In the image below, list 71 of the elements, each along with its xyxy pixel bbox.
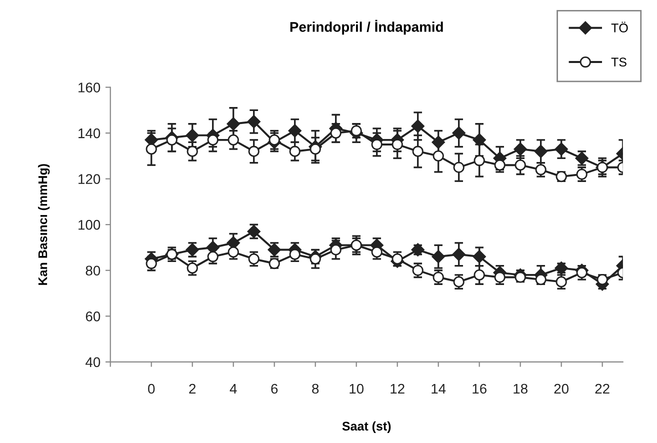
point: [472, 133, 486, 146]
point: [392, 253, 403, 264]
point: [289, 146, 300, 157]
x-tick-label: 16: [472, 384, 486, 394]
x-tick-label: 0: [148, 384, 155, 394]
point: [514, 160, 526, 171]
point: [453, 276, 464, 288]
x-tick-label: 10: [350, 384, 364, 394]
x-tick-label: 8: [312, 384, 319, 394]
point: [596, 274, 608, 286]
point: [534, 144, 548, 158]
point: [207, 251, 218, 262]
point: [186, 128, 199, 142]
y-tick-label: 60: [86, 311, 100, 322]
legend-label: TÖ: [611, 22, 628, 32]
point: [392, 138, 403, 150]
point: [166, 134, 178, 146]
point: [412, 264, 424, 276]
point: [452, 248, 466, 261]
point: [472, 250, 486, 264]
point: [411, 120, 424, 133]
y-tick-label: 160: [78, 82, 100, 92]
y-tick-label: 80: [86, 266, 100, 276]
point: [432, 136, 445, 149]
point: [247, 115, 260, 128]
point: [310, 253, 321, 264]
point: [474, 154, 485, 166]
point: [412, 146, 424, 157]
point: [186, 262, 198, 274]
point: [288, 124, 302, 138]
point: [310, 144, 321, 155]
x-tick-label: 6: [271, 384, 278, 394]
x-tick-label: 22: [595, 384, 610, 394]
point: [207, 134, 218, 146]
point: [248, 146, 260, 157]
point: [186, 146, 198, 157]
legend-label: TS: [611, 58, 626, 67]
point: [228, 246, 239, 258]
y-tick-label: 120: [78, 174, 100, 184]
point: [432, 250, 445, 264]
x-tick-label: 12: [390, 384, 404, 394]
y-axis-title: Kan Basıncı (mmHg): [38, 164, 50, 285]
point: [432, 150, 444, 162]
point: [371, 246, 382, 258]
point: [453, 162, 464, 173]
x-tick-label: 20: [554, 384, 569, 394]
point: [474, 269, 485, 281]
point: [289, 248, 300, 260]
point: [514, 142, 527, 156]
point: [226, 236, 240, 250]
point: [144, 133, 158, 146]
x-tick-label: 14: [432, 384, 446, 394]
y-tick-label: 40: [86, 357, 100, 368]
point: [146, 144, 157, 155]
point: [226, 117, 240, 130]
point: [228, 134, 239, 146]
x-tick-label: 2: [189, 384, 196, 394]
point: [371, 138, 382, 150]
y-tick-label: 140: [78, 128, 100, 138]
point: [576, 267, 588, 278]
x-axis-title: Saat (st): [342, 421, 391, 434]
point: [330, 244, 342, 256]
x-tick-label: 18: [514, 384, 528, 394]
point: [554, 142, 568, 156]
point: [452, 126, 466, 140]
point: [248, 253, 260, 264]
y-tick-label: 100: [78, 220, 100, 230]
point: [330, 127, 342, 139]
point: [535, 274, 546, 286]
x-tick-label: 4: [230, 384, 237, 394]
chart-title: Perindopril / İndapamid: [290, 20, 443, 35]
